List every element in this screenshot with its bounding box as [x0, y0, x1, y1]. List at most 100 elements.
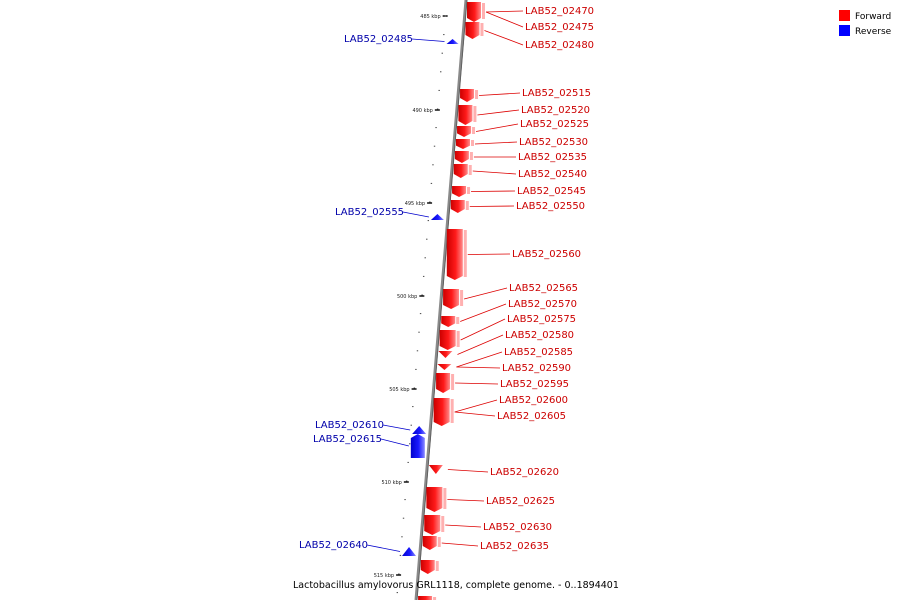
- reverse-gene[interactable]: [410, 434, 425, 458]
- forward-gene-shape: [453, 164, 468, 178]
- forward-gene-label[interactable]: LAB52_02585: [504, 347, 573, 358]
- forward-gene-label[interactable]: LAB52_02565: [509, 283, 578, 294]
- genome-caption: Lactobacillus amylovorus GRL1118, comple…: [293, 580, 619, 591]
- forward-gene-shadow: [456, 317, 460, 324]
- forward-gene-label[interactable]: LAB52_02530: [519, 137, 588, 148]
- forward-gene[interactable]: [433, 398, 454, 426]
- reverse-gene[interactable]: [412, 426, 427, 434]
- forward-gene[interactable]: [436, 373, 455, 393]
- forward-gene[interactable]: [460, 89, 479, 102]
- forward-gene-shape: [422, 536, 437, 550]
- forward-gene-label[interactable]: LAB52_02545: [517, 186, 586, 197]
- forward-gene[interactable]: [441, 316, 460, 327]
- forward-gene-shadow: [443, 488, 447, 509]
- reverse-gene[interactable]: [402, 547, 417, 556]
- forward-gene-label[interactable]: LAB52_02550: [516, 201, 585, 212]
- forward-gene[interactable]: [452, 186, 471, 197]
- forward-gene-connector: [447, 469, 489, 473]
- forward-gene[interactable]: [420, 560, 439, 574]
- forward-gene-connector: [472, 170, 517, 175]
- forward-gene-label[interactable]: LAB52_02475: [525, 22, 594, 33]
- forward-gene-label[interactable]: LAB52_02625: [486, 496, 555, 507]
- forward-gene-shape: [424, 515, 441, 535]
- reverse-gene-label[interactable]: LAB52_02555: [335, 207, 404, 218]
- forward-gene-label[interactable]: LAB52_02630: [483, 522, 552, 533]
- forward-gene-connector: [457, 334, 504, 355]
- forward-gene[interactable]: [424, 515, 445, 535]
- forward-gene-label[interactable]: LAB52_02590: [502, 363, 571, 374]
- forward-gene-label[interactable]: LAB52_02600: [499, 395, 568, 406]
- forward-gene[interactable]: [465, 22, 484, 39]
- reverse-gene[interactable]: [430, 214, 444, 220]
- forward-gene[interactable]: [428, 465, 443, 474]
- forward-gene[interactable]: [437, 364, 452, 370]
- forward-gene-connector: [456, 366, 501, 369]
- ruler-ticks: 485 kbp 490 kbp 495 kbp 500 kbp 505 kbp 510 k…: [374, 14, 448, 579]
- tick-label: 490 kbp: [412, 108, 432, 114]
- forward-gene-shape: [452, 186, 467, 197]
- forward-gene-label[interactable]: LAB52_02575: [507, 314, 576, 325]
- forward-gene-shape: [443, 289, 460, 309]
- forward-gene[interactable]: [450, 200, 469, 213]
- forward-gene-shadow: [482, 3, 485, 19]
- forward-gene-shape: [458, 105, 473, 125]
- forward-gene[interactable]: [443, 289, 464, 309]
- forward-gene[interactable]: [458, 105, 477, 125]
- forward-gene-shadow: [441, 516, 445, 532]
- tick-label: 505 kbp: [389, 387, 409, 393]
- forward-gene-shape: [446, 229, 463, 280]
- reverse-gene-connector: [382, 424, 411, 431]
- gene-labels: LAB52_02470 LAB52_02475 LAB52_02480 LAB52_0…: [299, 6, 594, 552]
- forward-gene-label[interactable]: LAB52_02605: [497, 411, 566, 422]
- forward-gene-shape: [438, 351, 453, 358]
- forward-gene-label[interactable]: LAB52_02620: [490, 467, 559, 478]
- forward-gene-label[interactable]: LAB52_02515: [522, 88, 591, 99]
- forward-gene-connector: [460, 318, 506, 341]
- forward-gene[interactable]: [418, 596, 437, 600]
- forward-gene-label[interactable]: LAB52_02580: [505, 330, 574, 341]
- reverse-gene-label[interactable]: LAB52_02610: [315, 420, 384, 431]
- forward-gene-shape: [457, 126, 472, 137]
- forward-gene[interactable]: [438, 351, 453, 358]
- forward-gene-label[interactable]: LAB52_02535: [518, 152, 587, 163]
- reverse-gene[interactable]: [446, 39, 459, 44]
- forward-gene-label[interactable]: LAB52_02635: [480, 541, 549, 552]
- forward-gene-label[interactable]: LAB52_02595: [500, 379, 569, 390]
- forward-gene-label[interactable]: LAB52_02520: [521, 105, 590, 116]
- reverse-gene-connector: [402, 211, 429, 218]
- ruler-minor-ticks: [396, 15, 447, 594]
- forward-gene-shape: [460, 89, 475, 102]
- forward-gene[interactable]: [453, 164, 472, 178]
- forward-gene[interactable]: [426, 487, 447, 512]
- reverse-gene-label[interactable]: LAB52_02615: [313, 434, 382, 445]
- forward-gene[interactable]: [422, 536, 441, 550]
- reverse-gene-shape: [410, 434, 425, 458]
- forward-gene-label[interactable]: LAB52_02540: [518, 169, 587, 180]
- reverse-gene-label[interactable]: LAB52_02485: [344, 34, 413, 45]
- forward-gene[interactable]: [446, 229, 467, 280]
- forward-gene-label[interactable]: LAB52_02480: [525, 40, 594, 51]
- forward-gene[interactable]: [467, 2, 485, 22]
- forward-gene-label[interactable]: LAB52_02470: [525, 6, 594, 17]
- tick-label: 510 kbp: [381, 480, 401, 486]
- legend-reverse-swatch: [839, 25, 850, 36]
- reverse-gene-shape: [446, 39, 459, 44]
- reverse-gene-shape: [430, 214, 444, 220]
- forward-gene-shadow: [435, 561, 439, 571]
- forward-gene[interactable]: [439, 330, 460, 350]
- forward-gene-connector: [455, 382, 499, 385]
- forward-gene[interactable]: [457, 126, 476, 137]
- forward-gene[interactable]: [454, 151, 473, 163]
- forward-gene-connector: [447, 499, 485, 502]
- forward-gene-label[interactable]: LAB52_02525: [520, 119, 589, 130]
- forward-gene-shadow: [468, 165, 472, 175]
- forward-gene-label[interactable]: LAB52_02560: [512, 249, 581, 260]
- forward-gene-shape: [418, 596, 433, 600]
- forward-gene[interactable]: [456, 139, 474, 149]
- forward-gene-label[interactable]: LAB52_02570: [508, 299, 577, 310]
- forward-gene-connector: [485, 11, 524, 28]
- forward-gene-shape: [456, 139, 470, 149]
- reverse-gene-label[interactable]: LAB52_02640: [299, 540, 368, 551]
- forward-gene-shape: [426, 487, 443, 512]
